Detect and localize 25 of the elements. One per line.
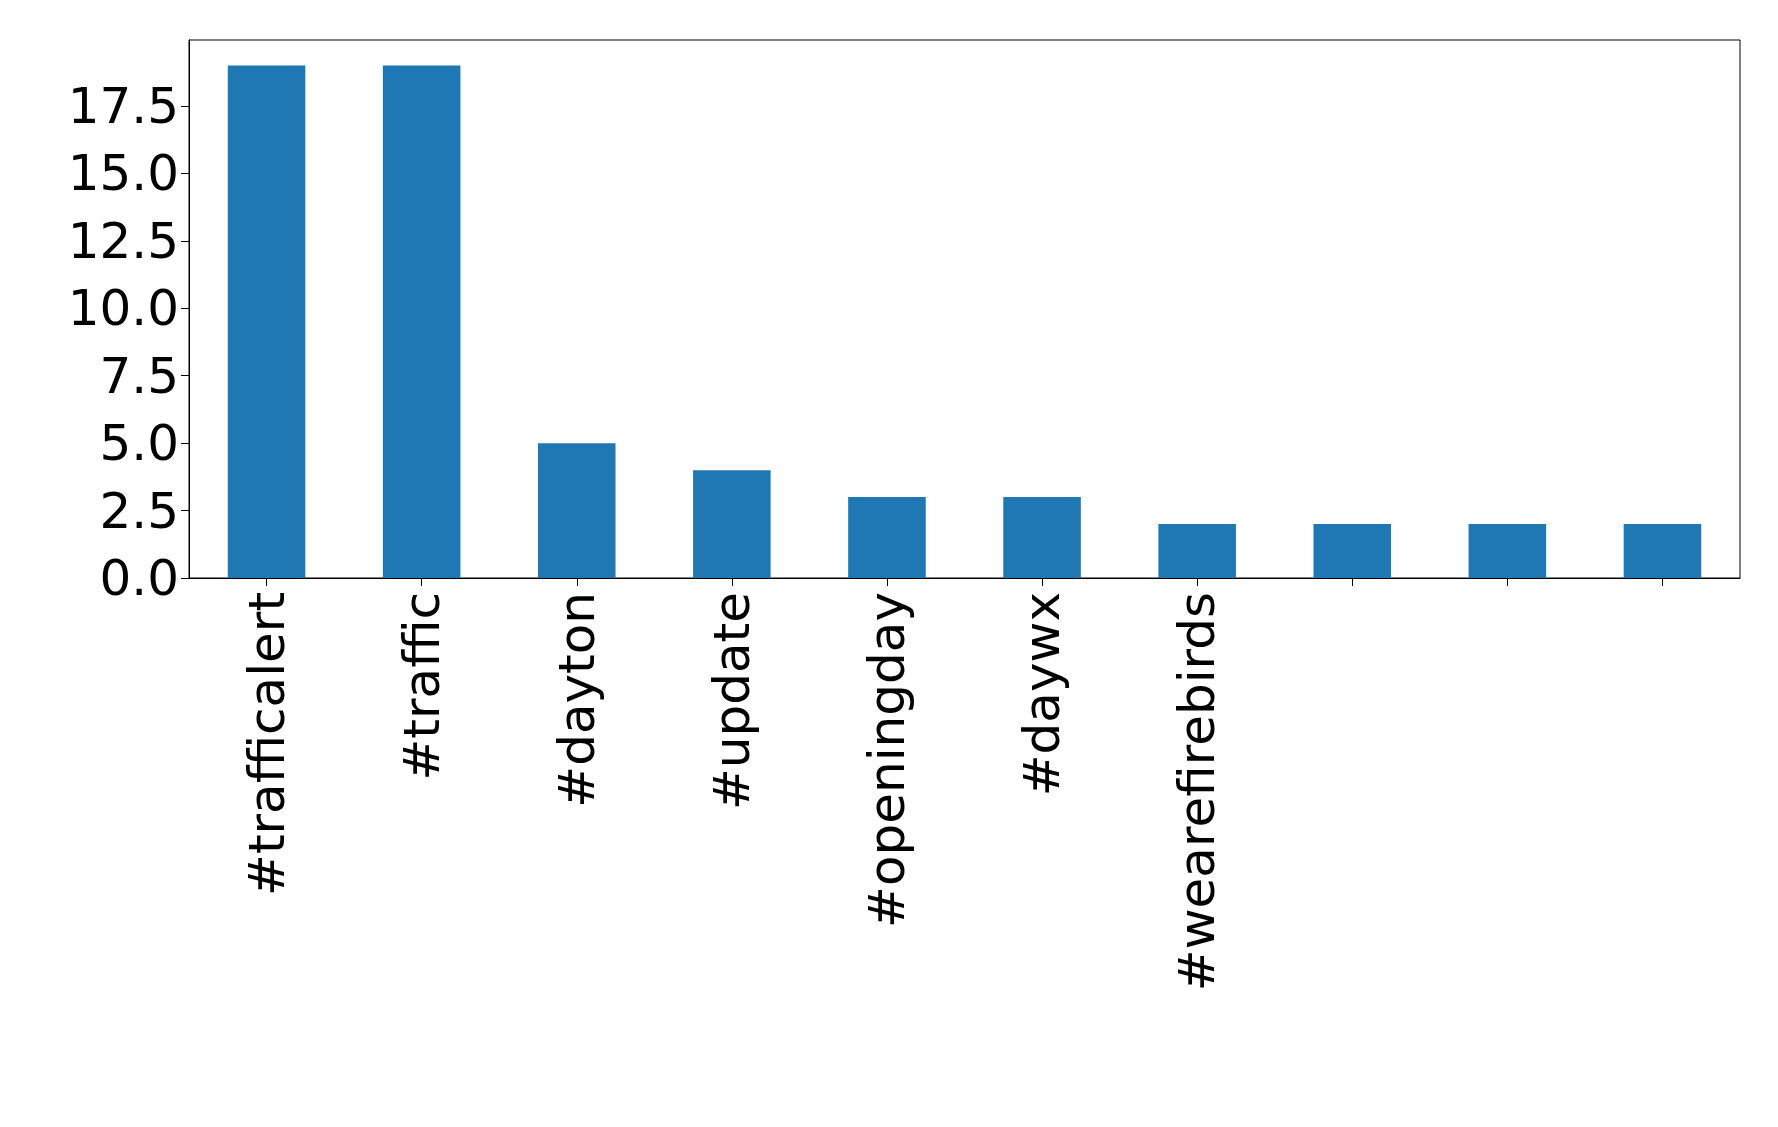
- x-tick-label: #dayton: [547, 592, 606, 808]
- bar: [1313, 524, 1392, 578]
- bar: [382, 65, 461, 578]
- y-tick-label: 17.5: [67, 77, 179, 136]
- x-tick-label: #wearefirebirds: [1168, 592, 1227, 992]
- y-tick-label: 15.0: [67, 144, 179, 203]
- x-tick-label: #daywx: [1013, 592, 1072, 797]
- bar: [1003, 497, 1081, 578]
- x-tick-label: #update: [702, 592, 761, 811]
- bar: [537, 443, 616, 578]
- y-tick-label: 10.0: [67, 279, 179, 338]
- y-tick-label: 2.5: [99, 481, 179, 540]
- bar: [227, 65, 306, 578]
- x-tick-label: #trafficalert: [237, 592, 296, 896]
- x-tick-label: #traffic: [392, 592, 451, 781]
- bar: [848, 497, 926, 578]
- bar: [1468, 524, 1547, 578]
- bar: [693, 470, 771, 578]
- y-tick-label: 5.0: [99, 414, 179, 473]
- y-tick-label: 12.5: [67, 211, 179, 270]
- x-tick-label: #openingday: [857, 592, 916, 928]
- bar: [1623, 524, 1702, 578]
- bar: [1158, 524, 1236, 578]
- y-tick-label: 0.0: [99, 549, 179, 607]
- y-tick-label: 7.5: [99, 346, 179, 405]
